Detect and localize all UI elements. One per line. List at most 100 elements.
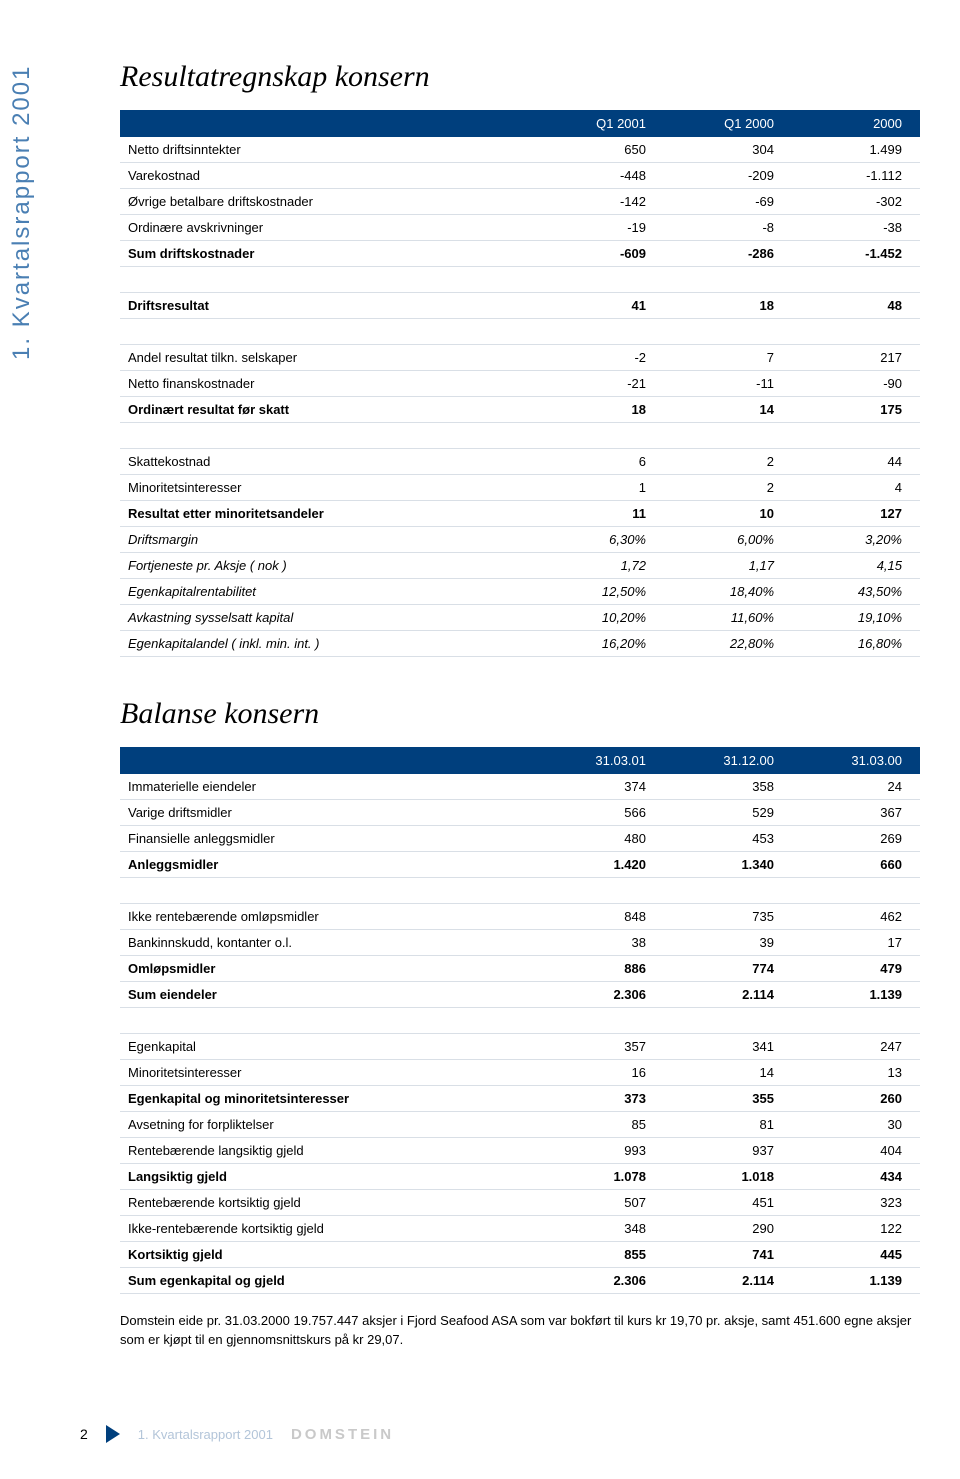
row-value: -19 <box>536 215 664 241</box>
table-row: Varige driftsmidler566529367 <box>120 800 920 826</box>
col-header: 31.12.00 <box>664 747 792 774</box>
row-value: 374 <box>536 774 664 800</box>
table-header-row: Q1 2001 Q1 2000 2000 <box>120 110 920 137</box>
table-row: Rentebærende langsiktig gjeld993937404 <box>120 1138 920 1164</box>
row-label: Immaterielle eiendeler <box>120 774 536 800</box>
table-row: Egenkapital357341247 <box>120 1034 920 1060</box>
row-value: 1.018 <box>664 1164 792 1190</box>
table-row: Ikke rentebærende omløpsmidler848735462 <box>120 904 920 930</box>
row-value: 848 <box>536 904 664 930</box>
row-value: 13 <box>792 1060 920 1086</box>
row-value: 175 <box>792 397 920 423</box>
table-row: Netto driftsinntekter6503041.499 <box>120 137 920 163</box>
row-label: Minoritetsinteresser <box>120 1060 536 1086</box>
row-label: Ordinære avskrivninger <box>120 215 536 241</box>
row-value: 1.078 <box>536 1164 664 1190</box>
row-value: -302 <box>792 189 920 215</box>
row-value: 2.114 <box>664 982 792 1008</box>
row-value: 127 <box>792 501 920 527</box>
row-value: 507 <box>536 1190 664 1216</box>
row-label: Sum egenkapital og gjeld <box>120 1268 536 1294</box>
row-label: Sum eiendeler <box>120 982 536 1008</box>
row-label: Avsetning for forpliktelser <box>120 1112 536 1138</box>
table-row: Fortjeneste pr. Aksje ( nok )1,721,174,1… <box>120 553 920 579</box>
income-statement-table: Q1 2001 Q1 2000 2000 Netto driftsinntekt… <box>120 110 920 657</box>
table-row: Andel resultat tilkn. selskaper-27217 <box>120 345 920 371</box>
row-value: 17 <box>792 930 920 956</box>
row-value: 462 <box>792 904 920 930</box>
row-value: 18 <box>536 397 664 423</box>
row-label: Netto finanskostnader <box>120 371 536 397</box>
table-row: Rentebærende kortsiktig gjeld507451323 <box>120 1190 920 1216</box>
table-row: Finansielle anleggsmidler480453269 <box>120 826 920 852</box>
row-value: 993 <box>536 1138 664 1164</box>
row-value: 434 <box>792 1164 920 1190</box>
row-label: Anleggsmidler <box>120 852 536 878</box>
row-value: -286 <box>664 241 792 267</box>
table-row: Avkastning sysselsatt kapital10,20%11,60… <box>120 605 920 631</box>
row-value: 367 <box>792 800 920 826</box>
col-header: 31.03.01 <box>536 747 664 774</box>
row-value: 14 <box>664 397 792 423</box>
row-value: 43,50% <box>792 579 920 605</box>
row-value: 479 <box>792 956 920 982</box>
row-value: 4,15 <box>792 553 920 579</box>
footnote-text: Domstein eide pr. 31.03.2000 19.757.447 … <box>120 1312 920 1350</box>
col-header: Q1 2001 <box>536 110 664 137</box>
row-label: Varige driftsmidler <box>120 800 536 826</box>
row-value: 290 <box>664 1216 792 1242</box>
row-value: 1,17 <box>664 553 792 579</box>
row-value: 358 <box>664 774 792 800</box>
row-value: 886 <box>536 956 664 982</box>
table-row: Immaterielle eiendeler37435824 <box>120 774 920 800</box>
row-value: -38 <box>792 215 920 241</box>
row-label: Driftsresultat <box>120 293 536 319</box>
row-value: 451 <box>664 1190 792 1216</box>
row-value: -1.452 <box>792 241 920 267</box>
spacer-row <box>120 267 920 293</box>
col-header <box>120 110 536 137</box>
row-value: 18,40% <box>664 579 792 605</box>
row-value: 24 <box>792 774 920 800</box>
row-label: Driftsmargin <box>120 527 536 553</box>
row-label: Egenkapitalrentabilitet <box>120 579 536 605</box>
row-value: 269 <box>792 826 920 852</box>
table-row: Resultat etter minoritetsandeler1110127 <box>120 501 920 527</box>
row-value: 19,10% <box>792 605 920 631</box>
row-label: Sum driftskostnader <box>120 241 536 267</box>
balance-sheet-table: 31.03.01 31.12.00 31.03.00 Immaterielle … <box>120 747 920 1294</box>
row-label: Andel resultat tilkn. selskaper <box>120 345 536 371</box>
row-value: 11,60% <box>664 605 792 631</box>
table-row: Sum eiendeler2.3062.1141.139 <box>120 982 920 1008</box>
row-value: 39 <box>664 930 792 956</box>
row-value: 650 <box>536 137 664 163</box>
table-row: Egenkapitalandel ( inkl. min. int. )16,2… <box>120 631 920 657</box>
table-row: Kortsiktig gjeld855741445 <box>120 1242 920 1268</box>
row-value: 1,72 <box>536 553 664 579</box>
row-value: 2 <box>664 449 792 475</box>
row-value: 44 <box>792 449 920 475</box>
row-value: 260 <box>792 1086 920 1112</box>
triangle-icon <box>106 1425 120 1443</box>
row-value: 566 <box>536 800 664 826</box>
row-value: 16,20% <box>536 631 664 657</box>
table-row: Sum egenkapital og gjeld2.3062.1141.139 <box>120 1268 920 1294</box>
row-label: Ikke-rentebærende kortsiktig gjeld <box>120 1216 536 1242</box>
row-value: 937 <box>664 1138 792 1164</box>
spacer-row <box>120 319 920 345</box>
row-value: 41 <box>536 293 664 319</box>
table-row: Driftsmargin6,30%6,00%3,20% <box>120 527 920 553</box>
footer-report-label: 1. Kvartalsrapport 2001 <box>138 1427 273 1442</box>
row-value: 22,80% <box>664 631 792 657</box>
col-header: 2000 <box>792 110 920 137</box>
table-row: Bankinnskudd, kontanter o.l.383917 <box>120 930 920 956</box>
table-row: Ikke-rentebærende kortsiktig gjeld348290… <box>120 1216 920 1242</box>
row-value: 348 <box>536 1216 664 1242</box>
row-value: 445 <box>792 1242 920 1268</box>
table-row: Anleggsmidler1.4201.340660 <box>120 852 920 878</box>
table-row: Minoritetsinteresser161413 <box>120 1060 920 1086</box>
row-value: 7 <box>664 345 792 371</box>
row-value: 14 <box>664 1060 792 1086</box>
row-value: 12,50% <box>536 579 664 605</box>
row-value: 217 <box>792 345 920 371</box>
